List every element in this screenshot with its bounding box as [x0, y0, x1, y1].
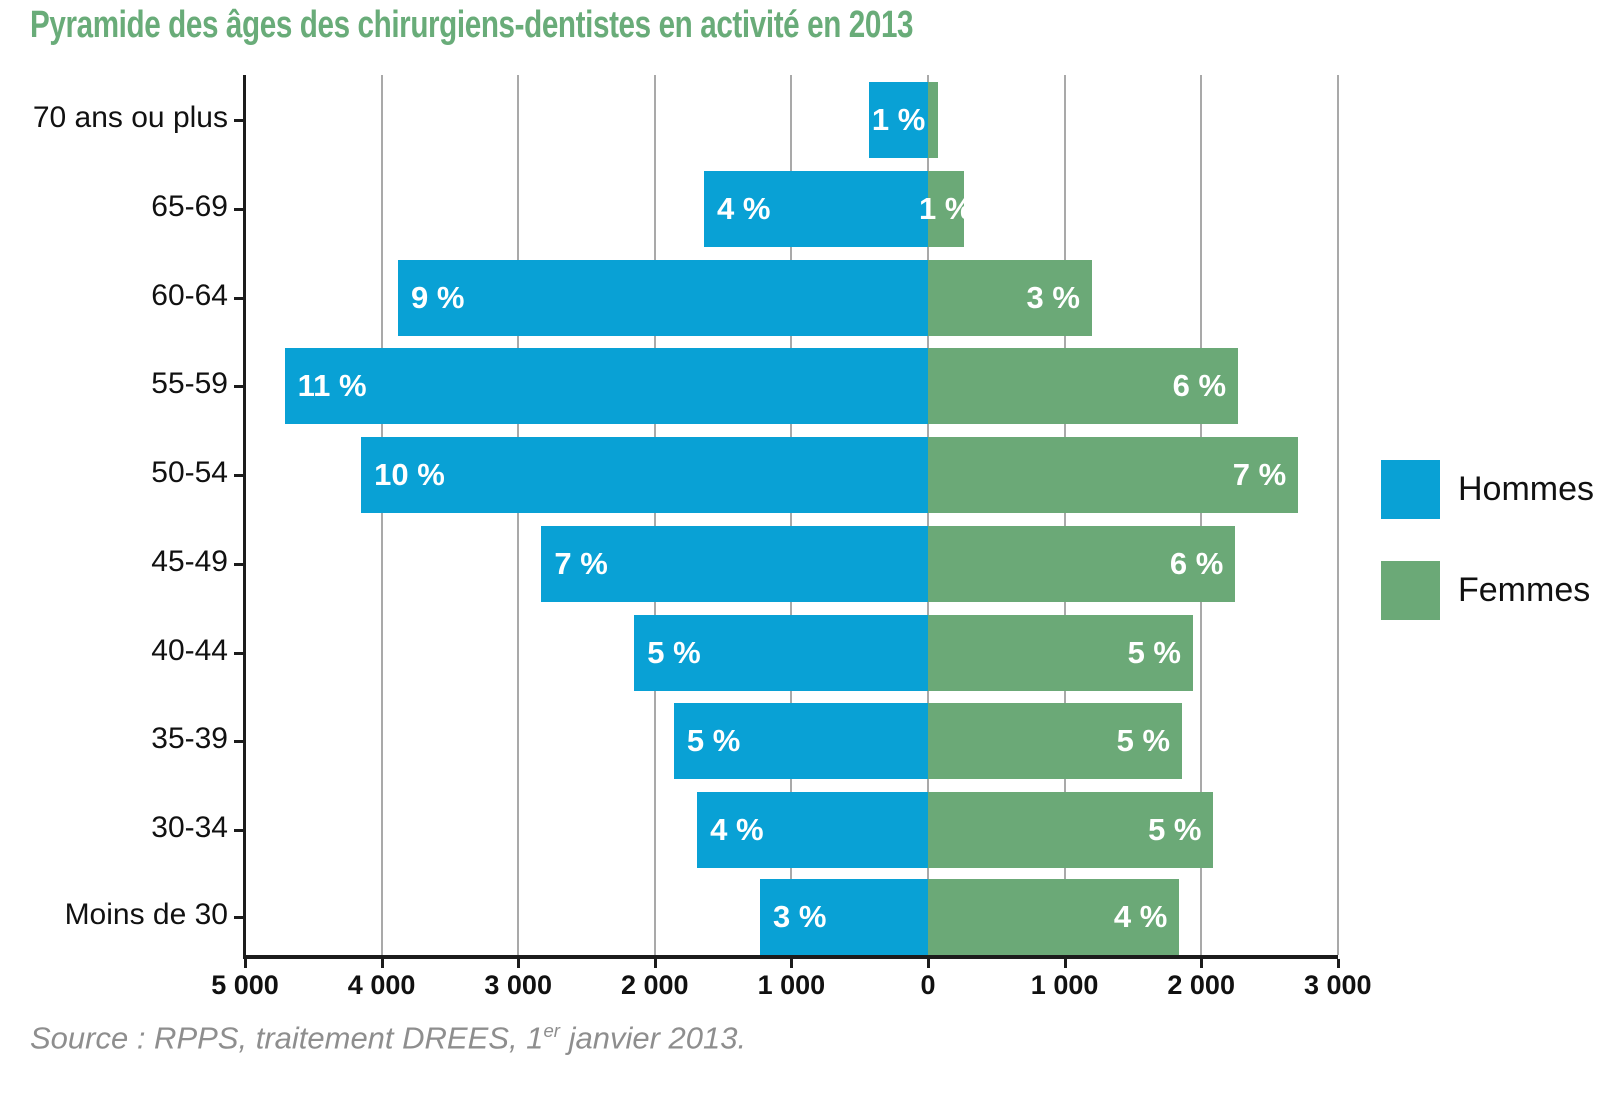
- bar-hommes: [284, 348, 928, 424]
- y-axis-tick: [234, 119, 243, 122]
- x-axis-tick: [790, 959, 794, 968]
- bar-femmes: [928, 82, 938, 158]
- age-pyramid-chart: 70 ans ou plus 1 % 65-69 4 % 1 % 60-64 9 % 3 % 5…: [32, 75, 1594, 1000]
- bar-percent-label: 3 %: [1026, 280, 1080, 315]
- bar-femmes: [928, 703, 1183, 779]
- x-axis-tick: [517, 959, 521, 968]
- y-axis-label: Moins de 30: [64, 898, 228, 931]
- legend-label-femmes: Femmes: [1458, 571, 1591, 609]
- bar-hommes: [397, 260, 928, 336]
- bar-percent-label: 7 %: [554, 546, 608, 581]
- x-axis-tick: [653, 959, 657, 968]
- y-axis-tick: [234, 474, 243, 477]
- legend-color-hommes: [1381, 460, 1440, 519]
- bar-femmes: [928, 437, 1299, 513]
- gridline: [790, 75, 793, 955]
- legend-label-hommes: Hommes: [1458, 470, 1595, 508]
- y-axis-label: 45-49: [151, 545, 228, 578]
- bar-percent-label: 7 %: [1232, 457, 1287, 492]
- x-axis-tick: [244, 959, 247, 968]
- x-axis-tick-label: 1 000: [1030, 970, 1099, 1000]
- x-axis-line: [243, 955, 1338, 959]
- bar-femmes: [928, 348, 1239, 424]
- source-superscript: er: [543, 1020, 560, 1041]
- y-axis-tick: [234, 740, 243, 743]
- x-axis-tick-label: 4 000: [347, 970, 416, 1000]
- bar-percent-label: 5 %: [1116, 723, 1171, 758]
- bar-femmes: [928, 171, 964, 247]
- y-axis-tick: [234, 563, 243, 566]
- bar-percent-label: 5 %: [647, 635, 701, 670]
- x-axis-tick-label: 3 000: [1304, 970, 1372, 1000]
- bar-percent-label: 6 %: [1169, 546, 1224, 581]
- bar-percent-label: 5 %: [1127, 635, 1181, 670]
- y-axis-label: 65-69: [151, 190, 228, 223]
- gridline: [1063, 75, 1066, 955]
- bar-femmes: [928, 792, 1214, 868]
- bar-hommes: [634, 615, 928, 691]
- bar-hommes: [361, 437, 928, 513]
- gridline: [1200, 75, 1203, 955]
- bar-femmes: [928, 615, 1193, 691]
- y-axis-tick: [234, 829, 243, 832]
- y-axis-label: 50-54: [151, 456, 228, 489]
- legend-item-femmes: Femmes: [1381, 561, 1590, 620]
- bar-percent-label: 10 %: [374, 457, 445, 492]
- bar-percent-label: 1 %: [871, 102, 926, 137]
- y-axis-label: 70 ans ou plus: [32, 101, 228, 134]
- bar-percent-label: 4 %: [710, 812, 764, 847]
- bar-percent-label: 1 %: [919, 191, 973, 226]
- x-axis-tick: [1336, 959, 1340, 968]
- y-axis-label: 40-44: [151, 634, 228, 667]
- y-axis-label: 60-64: [151, 279, 228, 312]
- source-text: Source : RPPS, traitement DREES, 1: [30, 1020, 544, 1056]
- y-axis-tick: [234, 385, 243, 388]
- x-axis-tick: [380, 959, 384, 968]
- legend-color-femmes: [1381, 561, 1440, 620]
- x-axis-tick: [927, 959, 930, 968]
- y-axis-tick: [234, 297, 243, 300]
- bar-percent-label: 3 %: [772, 899, 827, 934]
- source-text-end: janvier 2013.: [559, 1020, 747, 1056]
- gridline: [927, 75, 929, 955]
- y-axis-label: 35-39: [151, 722, 228, 755]
- x-axis-tick-label: 0: [920, 970, 936, 1000]
- bar-hommes: [869, 82, 928, 158]
- bar-percent-label: 5 %: [1148, 812, 1202, 847]
- bar-femmes: [928, 526, 1236, 602]
- bar-hommes: [697, 792, 928, 868]
- bar-percent-label: 9 %: [410, 280, 465, 315]
- source-note: Source : RPPS, traitement DREES, 1er jan…: [30, 1020, 746, 1056]
- bar-femmes: [928, 260, 1092, 336]
- y-axis-tick: [234, 652, 243, 655]
- gridline: [517, 75, 520, 955]
- y-axis-tick: [234, 916, 243, 919]
- x-axis-tick-label: 5 000: [211, 970, 279, 1000]
- legend-item-hommes: Hommes: [1381, 460, 1594, 519]
- x-axis-tick-label: 2 000: [1167, 970, 1235, 1000]
- gridline: [1336, 75, 1339, 955]
- y-axis-label: 30-34: [151, 811, 228, 844]
- bar-hommes: [541, 526, 928, 602]
- bar-percent-label: 4 %: [1113, 899, 1168, 934]
- y-axis-label: 55-59: [151, 367, 228, 400]
- x-axis-tick-label: 1 000: [757, 970, 826, 1000]
- bar-percent-label: 6 %: [1172, 368, 1227, 403]
- x-axis-tick-label: 3 000: [484, 970, 552, 1000]
- x-axis-tick: [1200, 959, 1204, 968]
- bar-hommes: [759, 879, 928, 955]
- bar-femmes: [928, 879, 1180, 955]
- bar-percent-label: 11 %: [297, 368, 367, 403]
- bar-percent-label: 4 %: [716, 191, 771, 226]
- bar-hommes: [673, 703, 928, 779]
- x-axis-tick: [1063, 959, 1067, 968]
- chart-title: Pyramide des âges des chirurgiens-dentis…: [30, 4, 914, 46]
- x-axis-tick-label: 2 000: [621, 970, 689, 1000]
- gridline: [380, 75, 383, 955]
- y-axis-tick: [234, 208, 243, 211]
- gridline: [653, 75, 656, 955]
- bar-hommes: [703, 171, 928, 247]
- bar-percent-label: 5 %: [686, 723, 741, 758]
- y-axis-line: [243, 75, 246, 959]
